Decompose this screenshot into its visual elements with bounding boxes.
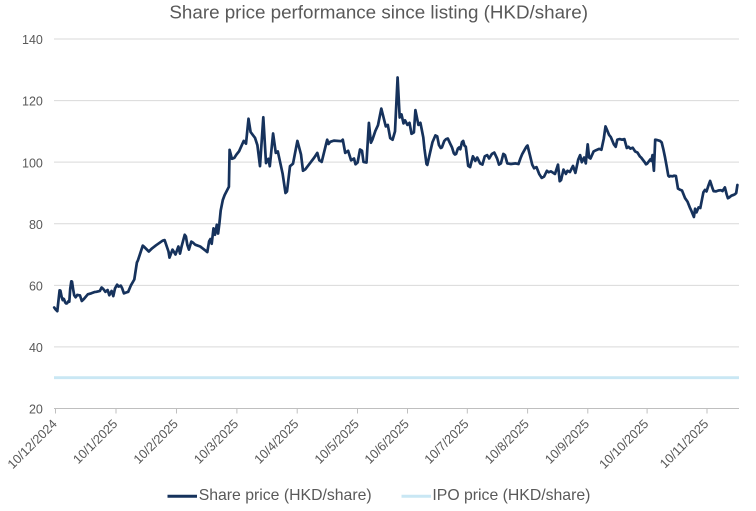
svg-text:Share price performance since: Share price performance since listing (H… (169, 1, 588, 22)
svg-text:IPO price (HKD/share): IPO price (HKD/share) (432, 487, 590, 504)
svg-text:40: 40 (29, 341, 43, 355)
svg-text:100: 100 (22, 156, 43, 170)
svg-text:60: 60 (29, 279, 43, 293)
svg-text:140: 140 (22, 33, 43, 47)
svg-text:Share price (HKD/share): Share price (HKD/share) (199, 487, 372, 504)
svg-text:20: 20 (29, 403, 43, 417)
svg-text:80: 80 (29, 218, 43, 232)
svg-text:120: 120 (22, 95, 43, 109)
